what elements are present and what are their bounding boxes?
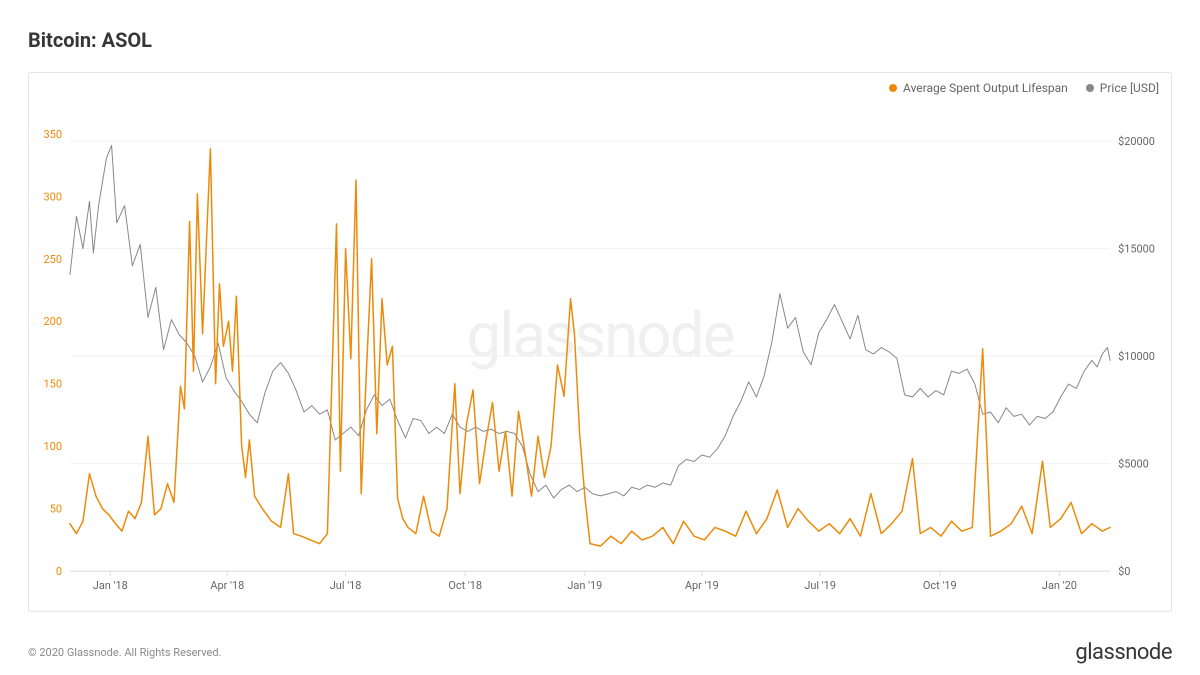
- svg-text:Oct '19: Oct '19: [923, 579, 957, 592]
- svg-text:150: 150: [44, 378, 62, 391]
- svg-text:0: 0: [56, 565, 62, 578]
- svg-text:Jan '20: Jan '20: [1042, 579, 1077, 592]
- brand-logo: glassnode: [1075, 640, 1172, 665]
- svg-text:$5000: $5000: [1118, 458, 1149, 471]
- svg-text:50: 50: [50, 503, 62, 516]
- svg-text:300: 300: [44, 190, 62, 203]
- copyright: © 2020 Glassnode. All Rights Reserved.: [28, 646, 221, 659]
- svg-text:Jan '18: Jan '18: [93, 579, 128, 592]
- svg-text:100: 100: [44, 440, 62, 453]
- svg-text:Oct '18: Oct '18: [448, 579, 482, 592]
- svg-text:$15000: $15000: [1118, 243, 1155, 256]
- svg-text:Apr '19: Apr '19: [685, 579, 719, 592]
- chart-container: Average Spent Output Lifespan Price [USD…: [28, 72, 1172, 612]
- svg-text:200: 200: [44, 315, 62, 328]
- svg-text:250: 250: [44, 253, 62, 266]
- svg-text:$20000: $20000: [1118, 135, 1155, 148]
- svg-text:Jul '18: Jul '18: [330, 579, 362, 592]
- svg-text:Jan '19: Jan '19: [567, 579, 602, 592]
- svg-text:350: 350: [44, 128, 62, 141]
- svg-text:$0: $0: [1118, 565, 1130, 578]
- svg-text:Apr '18: Apr '18: [210, 579, 244, 592]
- svg-text:$10000: $10000: [1118, 350, 1155, 363]
- chart-plot[interactable]: $0 $5000 $10000 $15000 $20000 0 50 100 150 200 250…: [29, 73, 1171, 611]
- svg-text:Jul '19: Jul '19: [804, 579, 836, 592]
- page-title: Bitcoin: ASOL: [0, 0, 1200, 52]
